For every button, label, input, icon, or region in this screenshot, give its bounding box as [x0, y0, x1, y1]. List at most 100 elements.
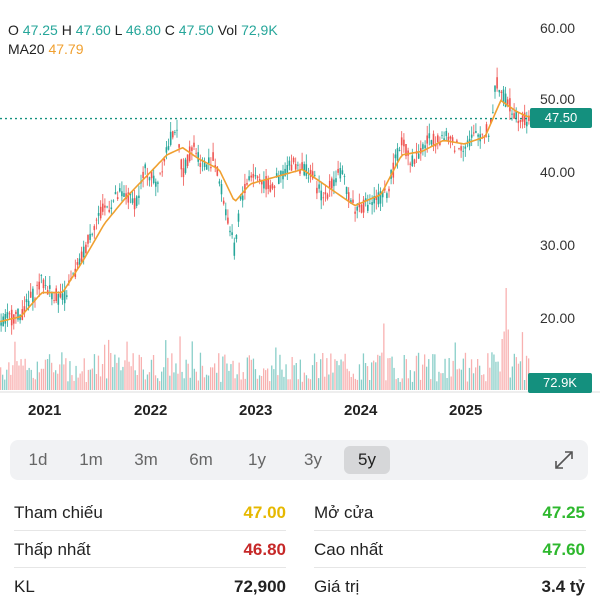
candle-body: [369, 203, 371, 205]
volume-bar: [124, 360, 126, 390]
candle-body: [144, 164, 146, 169]
volume-bar: [373, 360, 375, 390]
volume-bar: [161, 371, 163, 390]
candle-body: [398, 150, 401, 151]
candle-body: [36, 284, 38, 286]
candle-body: [227, 217, 229, 224]
volume-bar: [381, 352, 383, 390]
volume-bar: [519, 361, 522, 390]
tab-5y[interactable]: 5y: [344, 446, 390, 474]
volume-bar: [108, 339, 110, 390]
volume-bar: [336, 360, 338, 390]
volume-bar: [42, 368, 45, 390]
volume-bar: [387, 358, 389, 390]
volume-bar: [26, 370, 28, 390]
candle-body: [57, 294, 60, 305]
candle-body: [284, 168, 286, 176]
candle-body: [343, 176, 346, 177]
volume-bar: [4, 379, 6, 390]
volume-bar: [0, 367, 2, 390]
volume-bar: [234, 378, 236, 390]
volume-bar: [157, 378, 159, 390]
tab-3y[interactable]: 3y: [304, 450, 322, 469]
candle-body: [432, 133, 435, 147]
volume-label: Vol: [217, 22, 238, 38]
candle-body: [364, 198, 367, 201]
volume-bar: [326, 358, 328, 390]
expand-icon[interactable]: [552, 448, 576, 472]
candle-body: [400, 137, 403, 146]
volume-bar: [195, 371, 197, 390]
candle-body: [176, 129, 178, 131]
tab-1d[interactable]: 1d: [28, 450, 48, 469]
volume-bar: [513, 353, 515, 390]
candle-body: [409, 163, 411, 165]
tab-6m[interactable]: 6m: [189, 450, 213, 469]
candle-body: [174, 132, 176, 133]
candle-body: [434, 144, 437, 147]
y-tick-label: 30.00: [540, 237, 576, 253]
y-tick-label: 50.00: [540, 91, 576, 107]
candle-body: [108, 209, 110, 212]
volume-bar: [144, 379, 146, 390]
candle-body: [237, 213, 240, 222]
trade-value-value: 3.4 tỷ: [541, 577, 585, 596]
volume-bar: [85, 382, 87, 390]
candle-body: [66, 295, 68, 297]
x-tick-label: 2025: [449, 402, 483, 419]
candle-body: [29, 291, 32, 298]
candle-body: [443, 138, 445, 141]
volume-bar: [250, 359, 252, 390]
volume-bar: [346, 368, 348, 390]
x-tick-label: 2021: [28, 402, 62, 419]
volume-bar: [289, 379, 291, 390]
volume-bar: [487, 353, 489, 390]
candle-body: [203, 161, 206, 167]
volume-bar: [497, 361, 499, 390]
volume-bar: [295, 363, 297, 390]
volume-bar: [489, 367, 491, 390]
volume-bar: [242, 372, 244, 390]
volume-bar: [515, 357, 517, 390]
volume-bar: [136, 375, 138, 390]
candle-body: [254, 175, 257, 177]
candle-body: [462, 150, 464, 152]
volume-bar: [63, 364, 65, 390]
candle-body: [311, 171, 314, 179]
tab-1m[interactable]: 1m: [79, 450, 103, 469]
candle-body: [388, 188, 390, 192]
volume-bar: [313, 353, 316, 390]
candle-body: [347, 192, 350, 202]
volume-bar: [83, 358, 85, 390]
volume-bar: [316, 362, 318, 390]
candle-body: [212, 152, 214, 161]
price-chart[interactable]: O 47.25 H 47.60 L 46.80 C 47.50 Vol 72,9…: [0, 0, 600, 432]
candle-body: [155, 181, 157, 187]
candle-body: [394, 154, 397, 159]
tab-3m[interactable]: 3m: [134, 450, 158, 469]
candle-body: [225, 209, 227, 216]
candle-body: [38, 281, 40, 290]
volume-bar: [389, 358, 391, 390]
volume-bar: [269, 381, 271, 390]
ma-value: 47.79: [48, 41, 84, 57]
volume-bar: [442, 373, 444, 390]
x-tick-label: 2024: [344, 402, 378, 419]
volume-bar: [366, 366, 369, 390]
candle-body: [511, 113, 513, 115]
volume-bar: [265, 370, 267, 390]
current-volume-tag: 72.9K: [528, 373, 592, 393]
volume-bar: [120, 370, 122, 390]
candle-body: [182, 168, 185, 178]
candle-body: [250, 175, 252, 178]
high-price-value: 47.60: [542, 540, 585, 559]
candle-body: [371, 202, 373, 205]
divider: [314, 530, 586, 531]
chart-canvas[interactable]: [0, 0, 600, 432]
volume-bar: [460, 369, 462, 390]
volume-bar: [483, 374, 485, 390]
candle-body: [278, 176, 280, 184]
tab-1y[interactable]: 1y: [248, 450, 266, 469]
volume-bar: [409, 370, 411, 390]
volume-bar: [230, 364, 232, 390]
